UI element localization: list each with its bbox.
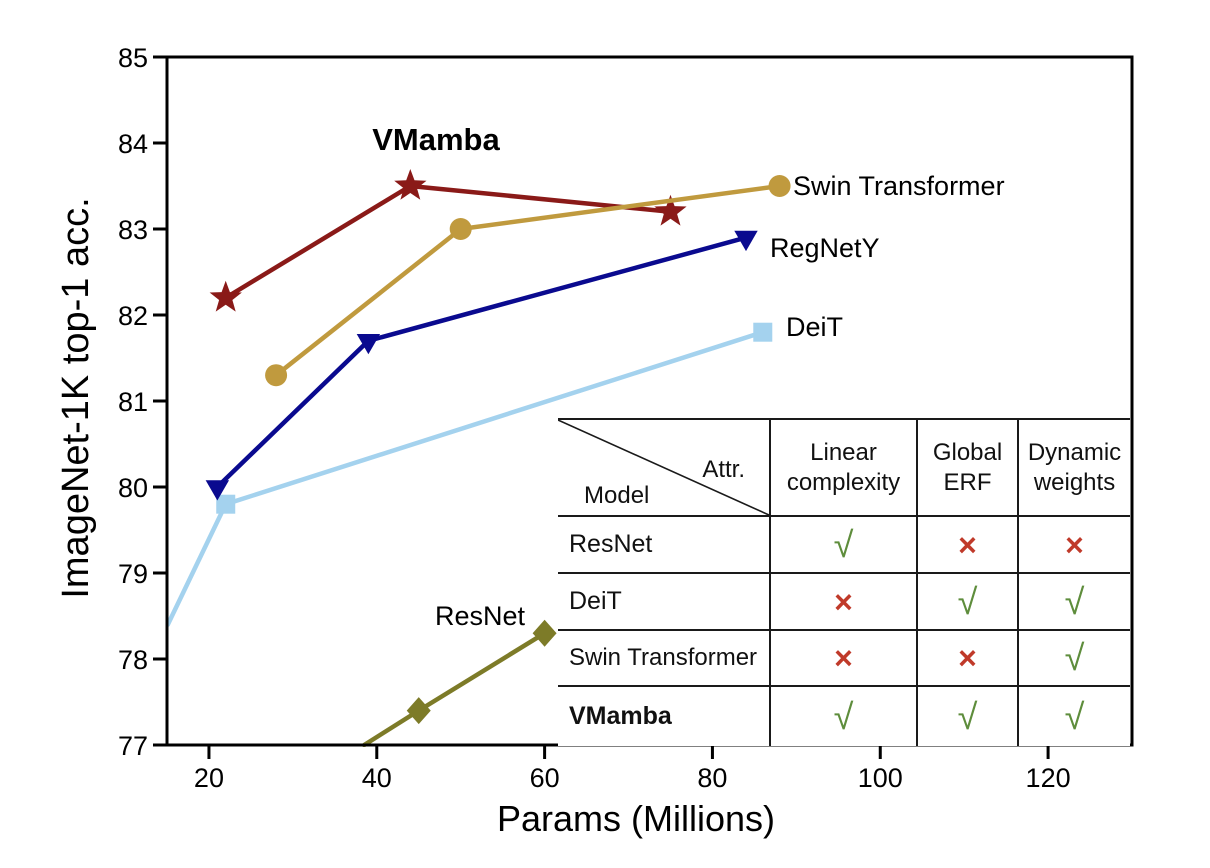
cross-icon: ×	[916, 629, 1017, 685]
x-axis-title: Params (Millions)	[497, 798, 775, 839]
check-icon: √	[1017, 685, 1130, 746]
check-icon: √	[916, 572, 1017, 629]
x-tick-label: 40	[362, 763, 392, 793]
series-regnety	[205, 230, 758, 501]
series-deit	[165, 322, 773, 627]
series-line	[273, 183, 782, 378]
series-line	[223, 183, 673, 301]
x-tick-label: 20	[194, 763, 224, 793]
check-icon: √	[1017, 572, 1130, 629]
cross-icon: ×	[916, 515, 1017, 572]
x-tick-label: 80	[697, 763, 727, 793]
col-header-line: ERF	[943, 468, 992, 496]
square-marker	[216, 494, 236, 514]
series-label-vmamba: VMamba	[372, 122, 500, 157]
series-label-swin-transformer: Swin Transformer	[793, 171, 1005, 201]
table-row-model-label: DeiT	[558, 572, 769, 629]
attributes-table: Attr. Model Linear complexity Global ERF…	[558, 418, 1130, 746]
table-row-model-label: ResNet	[558, 515, 769, 572]
star-marker	[394, 169, 427, 200]
y-axis-title: ImageNet-1K top-1 acc.	[55, 197, 97, 598]
series-vmamba	[209, 169, 687, 312]
y-tick-label: 85	[118, 43, 148, 73]
cross-icon: ×	[769, 629, 916, 685]
col-header-line: complexity	[786, 468, 901, 496]
triangle-down-marker	[734, 230, 758, 252]
circle-marker	[449, 218, 472, 240]
circle-marker	[768, 175, 791, 197]
col-header-line: weights	[1033, 468, 1116, 496]
table-corner-model-label: Model	[584, 482, 650, 509]
check-icon: √	[916, 685, 1017, 746]
table-row-model-label: Swin Transformer	[558, 629, 769, 685]
x-tick-label: 100	[858, 763, 903, 793]
star-marker	[654, 194, 687, 226]
table-corner-diagonal	[558, 420, 769, 515]
table-col-header-linear-complexity: Linear complexity	[769, 420, 916, 515]
cross-icon: ×	[1017, 515, 1130, 572]
circle-marker	[265, 364, 288, 387]
square-marker	[753, 322, 773, 342]
series-label-regnety: RegNetY	[770, 233, 880, 263]
y-tick-label: 82	[118, 301, 148, 331]
series-swin-transformer	[265, 175, 791, 387]
table-corner-attr-label: Attr.	[702, 456, 745, 483]
series-label-deit: DeiT	[786, 312, 843, 342]
check-icon: √	[769, 685, 916, 746]
table-corner-cell: Attr. Model	[558, 420, 769, 515]
y-tick-label: 78	[118, 645, 148, 675]
triangle-down-marker	[356, 334, 381, 355]
y-tick-label: 79	[118, 559, 148, 589]
y-tick-label: 81	[118, 387, 148, 417]
table-col-header-global-erf: Global ERF	[916, 420, 1017, 515]
col-header-line: Linear	[810, 439, 877, 467]
x-tick-label: 60	[530, 763, 560, 793]
table-row-model-label: VMamba	[558, 685, 769, 746]
x-tick-label: 120	[1026, 763, 1071, 793]
y-tick-label: 80	[118, 473, 148, 503]
series-label-resnet: ResNet	[435, 601, 526, 631]
diamond-marker	[406, 697, 431, 725]
y-tick-label: 77	[118, 731, 148, 761]
check-icon: √	[769, 515, 916, 572]
col-header-line: Dynamic	[1027, 439, 1122, 467]
series-resnet	[361, 619, 557, 747]
triangle-down-marker	[205, 480, 230, 501]
series-line	[361, 630, 547, 747]
col-header-line: Global	[932, 439, 1003, 467]
y-tick-label: 83	[118, 215, 148, 245]
cross-icon: ×	[769, 572, 916, 629]
check-icon: √	[1017, 629, 1130, 685]
star-marker	[209, 280, 242, 312]
diamond-marker	[532, 619, 557, 647]
y-tick-label: 84	[118, 129, 148, 159]
table-col-header-dynamic-weights: Dynamic weights	[1017, 420, 1130, 515]
